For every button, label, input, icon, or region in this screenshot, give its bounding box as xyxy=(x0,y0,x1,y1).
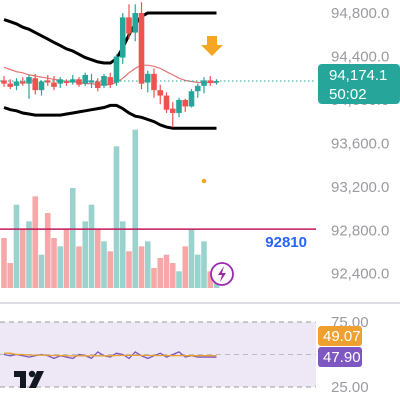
candle-body xyxy=(176,99,182,113)
volume-bar xyxy=(107,251,114,288)
candle-body xyxy=(182,99,189,107)
candle-body xyxy=(101,76,107,86)
volume-bar xyxy=(76,246,82,288)
volume-bar xyxy=(44,213,51,288)
volume-bar xyxy=(32,196,39,288)
candle-body xyxy=(169,108,176,113)
price-axis-tick: 93,200.0 xyxy=(331,179,389,196)
candle-body xyxy=(13,81,20,86)
candle-body xyxy=(26,77,32,84)
candle-body xyxy=(32,78,39,91)
volume-bar xyxy=(157,258,164,288)
candle-body xyxy=(113,56,120,83)
candle-body xyxy=(157,90,164,96)
candle-countdown: 50:02 xyxy=(329,86,367,103)
candle-body xyxy=(163,95,170,110)
volume-bar xyxy=(138,246,145,288)
candle-body xyxy=(19,81,26,84)
volume-bar xyxy=(69,188,76,288)
lightning-icon-bolt xyxy=(218,266,226,282)
volume-bar xyxy=(19,229,26,288)
candle-body xyxy=(126,17,132,34)
bollinger-lower-band xyxy=(3,103,217,130)
volume-bar xyxy=(88,204,95,288)
lightning-bolt-icon[interactable] xyxy=(210,262,234,286)
candle-body xyxy=(82,74,89,84)
candle-body xyxy=(1,80,7,84)
candle-body xyxy=(201,80,207,86)
candle-body xyxy=(69,79,76,83)
volume-bar xyxy=(7,263,14,288)
volume-bar xyxy=(82,221,89,288)
rsi-ma-value: 49.07 xyxy=(323,328,361,345)
price-axis-tick: 94,400.0 xyxy=(331,48,389,65)
horizontal-line-label: 92810 xyxy=(265,234,307,251)
logo-part-dot xyxy=(28,370,36,378)
candle-body xyxy=(76,79,82,85)
volume-bar xyxy=(51,238,57,288)
candle-body xyxy=(188,91,195,107)
volume-bar xyxy=(163,254,170,288)
candle-body xyxy=(132,13,139,33)
candle-body xyxy=(51,82,57,87)
volume-bar xyxy=(26,221,32,288)
volume-bar xyxy=(1,238,7,288)
rsi-value-tag xyxy=(318,347,362,367)
candle-body xyxy=(88,80,95,83)
volume-bar xyxy=(201,241,207,288)
volume-bar xyxy=(94,229,101,288)
candle-body xyxy=(38,81,45,91)
volume-bar xyxy=(188,229,195,288)
candle-body xyxy=(144,73,151,83)
volume-bar xyxy=(169,263,176,288)
rsi-axis-tick: 25.00 xyxy=(331,379,369,396)
volume-bar xyxy=(151,268,157,288)
price-axis-tick: 92,400.0 xyxy=(331,266,389,283)
rsi-ma-value-tag xyxy=(318,326,362,346)
volume-bar xyxy=(176,271,182,288)
price-axis-tick: 94,800.0 xyxy=(331,5,389,22)
bollinger-upper-band xyxy=(3,11,217,65)
signal-dot xyxy=(201,178,207,184)
candle-body xyxy=(63,81,70,83)
down-arrow-marker[interactable] xyxy=(201,36,223,56)
volume-bar xyxy=(126,251,132,288)
candle-body xyxy=(151,73,157,91)
tradingview-logo-icon[interactable] xyxy=(14,370,44,388)
volume-bar xyxy=(113,146,120,288)
candle-body xyxy=(44,80,51,83)
current-price-value: 94,174.1 xyxy=(329,67,387,84)
current-price-tag[interactable] xyxy=(318,64,400,104)
logo-part-v xyxy=(29,371,44,388)
candle-body xyxy=(194,85,201,92)
volume-bar xyxy=(101,241,107,288)
volume-bar xyxy=(13,204,20,288)
rsi-value: 47.90 xyxy=(323,349,361,366)
candle-body xyxy=(213,81,220,83)
volume-bar xyxy=(194,254,201,288)
volume-bar xyxy=(63,229,70,288)
logo-part-t xyxy=(14,371,26,388)
volume-bar xyxy=(144,241,151,288)
volume-bar xyxy=(38,254,45,288)
price-axis-tick: 93,600.0 xyxy=(331,135,389,152)
candle-body xyxy=(107,77,114,85)
candle-body xyxy=(57,79,64,84)
candle-body xyxy=(7,83,14,87)
volume-bar xyxy=(182,246,189,288)
candle-body xyxy=(94,81,101,88)
volume-bar xyxy=(57,246,64,288)
volume-bar xyxy=(207,271,214,288)
price-axis-tick: 92,800.0 xyxy=(331,222,389,239)
candle-body xyxy=(207,80,214,83)
volume-bar xyxy=(132,129,139,288)
candle-body xyxy=(119,17,126,58)
rsi-ma-line xyxy=(4,352,217,357)
candle-body xyxy=(138,13,145,84)
volume-bar xyxy=(119,221,126,288)
